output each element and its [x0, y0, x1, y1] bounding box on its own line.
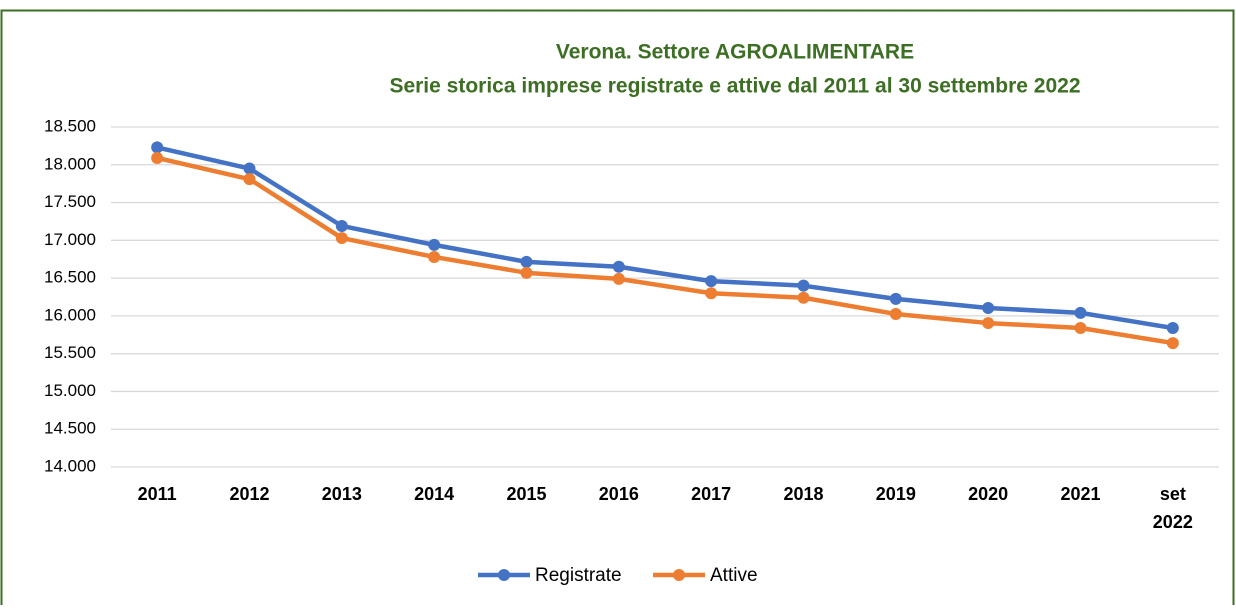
legend-marker — [498, 569, 510, 581]
x-tick-label: 2011 — [138, 484, 177, 504]
data-point — [428, 250, 441, 263]
y-tick-label: 15.000 — [44, 381, 96, 400]
x-tick-label: 2013 — [322, 484, 362, 504]
data-point — [1166, 337, 1179, 350]
x-tick-label: 2016 — [599, 484, 639, 504]
chart-title: Verona. Settore AGROALIMENTARE — [556, 41, 914, 64]
data-point — [705, 275, 718, 288]
y-tick-label: 17.500 — [44, 192, 96, 211]
x-tick-label: 2015 — [506, 484, 546, 504]
data-point — [1074, 306, 1087, 319]
y-tick-label: 14.500 — [44, 419, 96, 438]
data-point — [335, 232, 348, 245]
x-tick-label: 2020 — [968, 484, 1008, 504]
series-line — [156, 145, 1174, 331]
data-point — [705, 287, 718, 300]
y-tick-label: 16.500 — [44, 268, 96, 287]
data-point — [982, 317, 995, 330]
y-tick-label: 18.500 — [44, 116, 96, 135]
y-tick-label: 15.500 — [44, 343, 96, 362]
y-tick-label: 17.000 — [44, 230, 96, 249]
data-point — [889, 308, 902, 320]
data-point — [797, 279, 810, 292]
chart-subtitle: Serie storica imprese registrate e attiv… — [389, 75, 1080, 98]
y-tick-label: 18.000 — [44, 154, 96, 173]
series-line — [156, 155, 1174, 346]
data-point — [243, 173, 256, 186]
y-tick-label: 16.000 — [44, 305, 96, 324]
data-point — [243, 162, 256, 175]
legend-label: Attive — [710, 565, 758, 586]
data-point — [797, 291, 810, 304]
x-tick-label: 2019 — [876, 484, 916, 504]
data-point — [151, 141, 164, 154]
y-tick-label: 14.000 — [44, 456, 96, 475]
data-point — [612, 260, 625, 273]
data-point — [428, 238, 441, 251]
data-point — [612, 272, 625, 285]
x-tick-label: 2018 — [783, 484, 823, 504]
data-point — [335, 219, 348, 232]
legend-marker — [673, 569, 685, 581]
legend-label: Registrate — [535, 565, 622, 586]
data-point — [1074, 321, 1087, 334]
data-point — [889, 292, 902, 305]
x-tick-label: 2017 — [691, 484, 731, 504]
data-point — [151, 151, 164, 164]
chart-frame — [0, 9, 1235, 610]
data-point — [520, 255, 533, 268]
data-point — [1166, 321, 1179, 334]
x-tick-label: 2012 — [229, 484, 269, 504]
x-tick-label: 2021 — [1060, 484, 1100, 504]
x-tick-label: set 2022 — [1153, 484, 1193, 532]
data-point — [520, 266, 533, 279]
data-point — [982, 301, 995, 314]
x-tick-label: 2014 — [414, 484, 454, 504]
